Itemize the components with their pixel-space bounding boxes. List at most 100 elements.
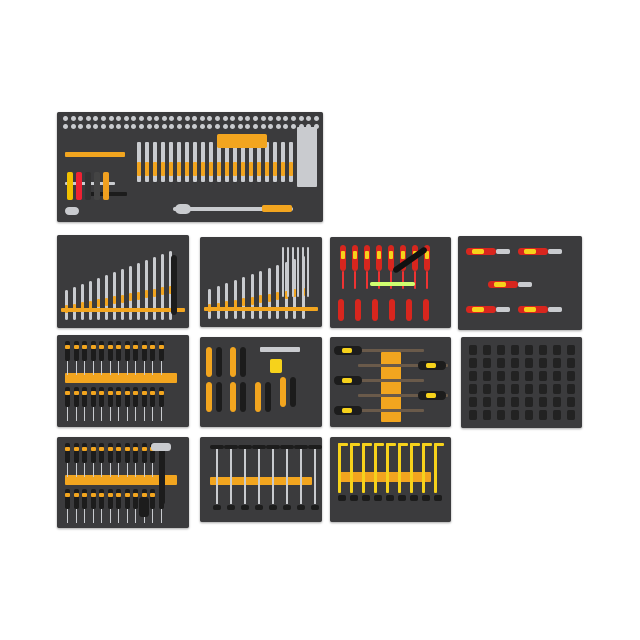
- shaft: [101, 361, 102, 375]
- socket: [306, 124, 312, 129]
- impact-socket: [483, 371, 491, 381]
- shaft: [118, 361, 119, 375]
- socket-bit: [257, 162, 261, 176]
- screwdriver-handle: [133, 387, 138, 407]
- adjustable-wrench: [171, 255, 177, 315]
- grip: [365, 251, 369, 259]
- shaft: [92, 361, 94, 375]
- hex-key: [398, 443, 408, 446]
- socket: [275, 124, 281, 129]
- t-handle: [224, 445, 238, 449]
- screwdriver-handle: [90, 489, 96, 509]
- socket: [291, 116, 296, 121]
- wrench-label: [293, 289, 296, 297]
- socket: [93, 116, 99, 121]
- screwdriver-handle: [90, 443, 96, 463]
- screwdriver-handle: [82, 387, 87, 407]
- shaft: [135, 361, 136, 375]
- t-handle: [210, 445, 224, 449]
- grip: [73, 447, 79, 451]
- screwdriver-handle: [107, 341, 113, 361]
- socket-bit: [201, 162, 205, 176]
- socket-bit: [265, 162, 269, 176]
- impact-socket: [539, 410, 547, 420]
- tray-insulated-pliers: [458, 236, 582, 330]
- shaft: [366, 271, 368, 289]
- screwdriver-handle: [150, 387, 155, 407]
- wrench-label: [105, 297, 108, 306]
- grip: [213, 505, 221, 510]
- screwdriver-handle: [82, 489, 87, 509]
- tray-combination-wrenches: [57, 235, 189, 328]
- shaft: [67, 509, 68, 523]
- wrench-label: [137, 291, 140, 300]
- plier-jaw: [496, 307, 510, 312]
- impact-socket: [567, 384, 575, 394]
- impact-socket: [511, 358, 519, 368]
- shaft: [118, 407, 119, 421]
- screwdriver-handle: [65, 387, 70, 407]
- shaft: [126, 407, 128, 421]
- socket: [237, 116, 243, 121]
- socket: [306, 116, 312, 121]
- socket: [177, 116, 182, 121]
- t-handle: [266, 445, 280, 449]
- wrench-label: [216, 302, 220, 311]
- impact-socket: [497, 397, 505, 407]
- socket-bit: [233, 162, 237, 176]
- screwdriver-handle: [133, 489, 138, 509]
- socket: [230, 116, 236, 121]
- impact-socket: [553, 384, 561, 394]
- hex-key-tip: [386, 495, 394, 501]
- t-handle: [238, 445, 252, 449]
- hex-key-tip: [362, 495, 370, 501]
- impact-socket: [567, 371, 575, 381]
- grip: [133, 391, 138, 395]
- socket-bit: [185, 162, 189, 176]
- socket: [268, 124, 274, 129]
- impact-socket: [76, 172, 82, 200]
- screwdriver-handle: [116, 443, 121, 463]
- grip: [65, 447, 70, 451]
- grip: [133, 345, 138, 349]
- hex-key: [302, 247, 304, 297]
- shaft: [67, 407, 68, 421]
- grip: [65, 493, 70, 497]
- plier-handle: [230, 347, 236, 377]
- socket-bit: [145, 162, 149, 176]
- screwdriver-handle: [141, 443, 147, 463]
- grip: [124, 493, 130, 497]
- shaft: [84, 509, 85, 523]
- socket-bit: [169, 162, 173, 176]
- grip: [150, 345, 155, 349]
- wrench-label: [267, 293, 271, 302]
- impact-socket: [511, 371, 519, 381]
- grip: [524, 249, 536, 254]
- shaft: [109, 509, 111, 523]
- socket: [313, 124, 319, 129]
- socket: [298, 124, 304, 129]
- grip: [150, 391, 155, 395]
- socket: [291, 124, 296, 129]
- plier-handle: [280, 377, 286, 407]
- socket: [161, 116, 167, 121]
- socket: [253, 124, 258, 129]
- grip: [107, 447, 113, 451]
- plier-handle: [290, 377, 296, 407]
- grip: [82, 447, 87, 451]
- hex-key: [307, 247, 309, 297]
- shaft: [126, 509, 128, 523]
- file: [358, 394, 448, 397]
- impact-socket: [525, 410, 533, 420]
- wrench-label: [233, 299, 237, 308]
- tape-measure: [270, 359, 282, 373]
- shaft: [300, 449, 302, 504]
- socket: [184, 116, 190, 121]
- wrench-label: [153, 288, 156, 297]
- grip: [297, 505, 305, 510]
- socket: [101, 124, 106, 129]
- shaft: [84, 361, 85, 375]
- grip: [116, 345, 121, 349]
- grip: [472, 307, 484, 312]
- socket: [222, 116, 228, 121]
